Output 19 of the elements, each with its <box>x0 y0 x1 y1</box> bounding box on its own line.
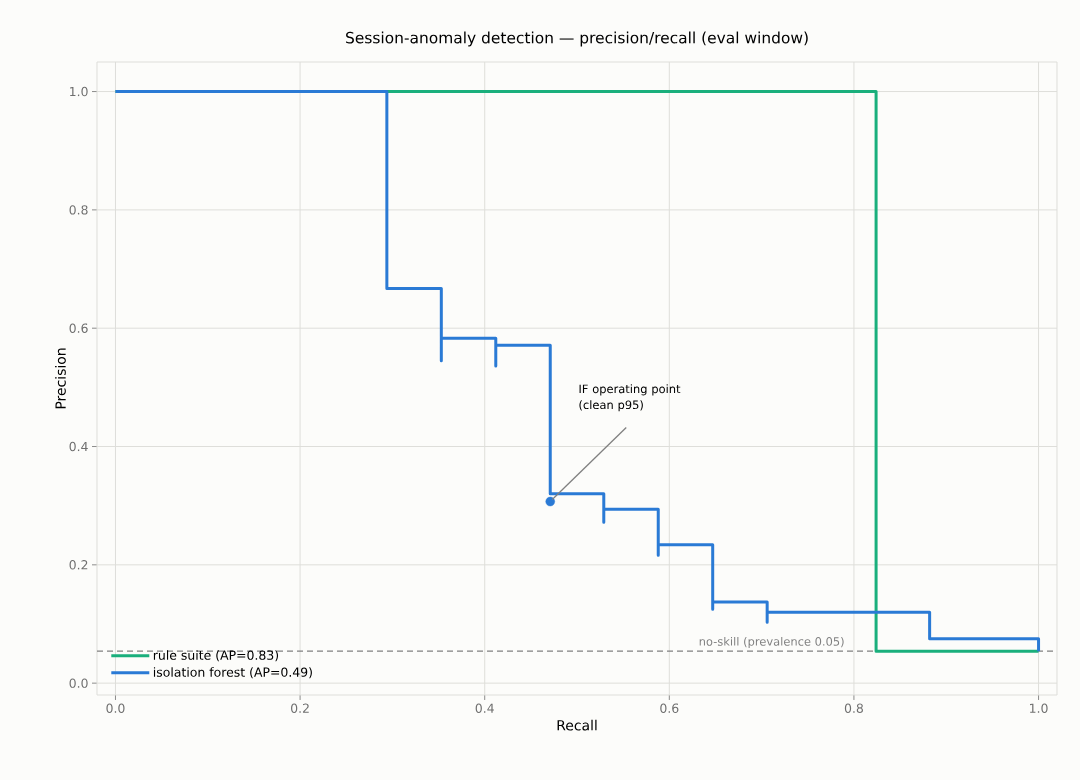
y-tick-label: 0.4 <box>69 441 88 452</box>
y-axis-title: Precision <box>55 348 66 409</box>
legend-label: isolation forest (AP=0.49) <box>153 667 312 679</box>
x-tick-label: 0.2 <box>291 703 309 713</box>
x-tick-label: 0.0 <box>106 703 125 713</box>
legend-label: rule suite (AP=0.83) <box>153 650 279 662</box>
y-tick-label: 0.6 <box>69 323 88 333</box>
x-tick-label: 0.8 <box>844 703 863 713</box>
ref-line-label: no-skill (prevalence 0.05) <box>699 636 844 648</box>
y-tick-label: 0.0 <box>69 678 88 688</box>
y-tick-label: 1.0 <box>70 86 88 97</box>
x-tick-label: 0.6 <box>660 703 679 713</box>
annotation: IF operating point (clean p95) <box>579 384 681 412</box>
x-tick-label: 1.0 <box>1030 703 1048 713</box>
x-tick-label: 0.4 <box>475 703 494 713</box>
y-tick-label: 0.2 <box>69 560 88 570</box>
y-tick-label: 0.8 <box>69 205 88 215</box>
x-axis-title: Recall <box>557 719 597 731</box>
chart-title: Session-anomaly detection — precision/recall (eval window) <box>346 31 808 47</box>
